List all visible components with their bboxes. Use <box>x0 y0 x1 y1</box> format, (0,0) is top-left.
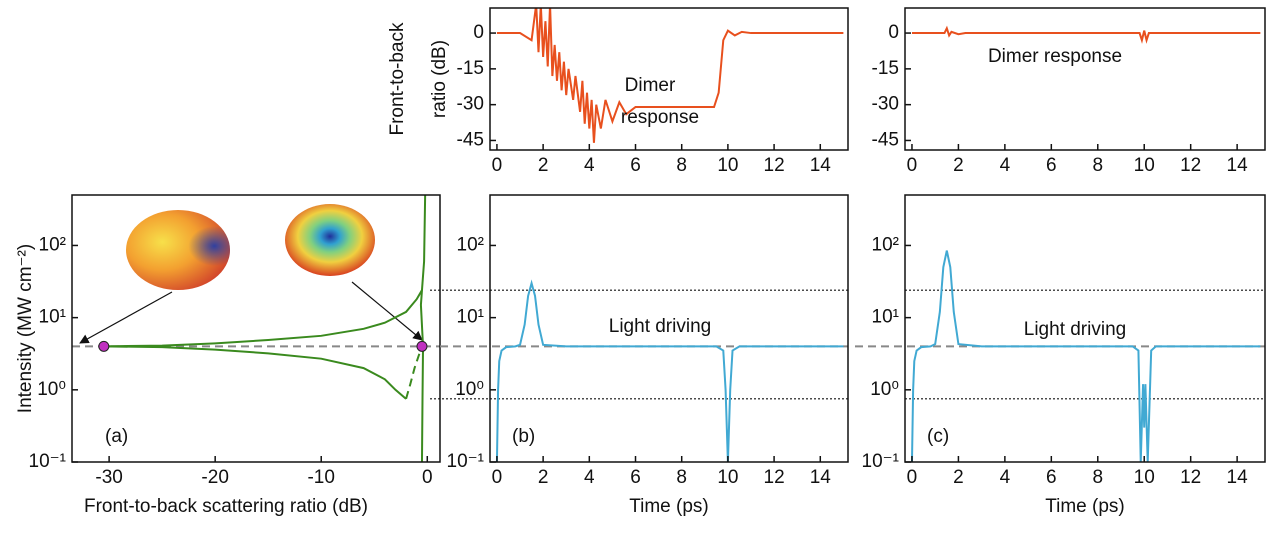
data-line <box>910 250 1261 462</box>
data-line <box>405 346 423 400</box>
panel-label: (c) <box>927 426 949 447</box>
x-tick-label: -30 <box>95 467 122 488</box>
data-line <box>419 195 427 462</box>
annotation: Dimer <box>625 75 676 96</box>
x-tick-label: 10 <box>1134 467 1155 488</box>
annotation: Light driving <box>1024 319 1126 340</box>
axes-frame <box>489 194 849 463</box>
y-tick-label: 10² <box>457 234 484 255</box>
y-tick-label: 10² <box>39 234 66 255</box>
inset-right <box>285 204 375 276</box>
x-tick-label: 0 <box>492 467 503 488</box>
data-line <box>496 8 844 143</box>
x-tick-label: 8 <box>676 155 687 176</box>
panel-label: (b) <box>512 426 535 447</box>
x-tick-label: 2 <box>953 467 964 488</box>
y-tick-label: -30 <box>872 94 899 115</box>
y-tick-label: 10⁰ <box>455 379 484 400</box>
y-tick-label: 10⁻¹ <box>29 451 67 472</box>
x-axis-label: Front-to-back scattering ratio (dB) <box>84 496 368 517</box>
x-tick-label: -10 <box>307 467 334 488</box>
x-tick-label: 12 <box>1180 467 1201 488</box>
data-line <box>495 279 844 462</box>
x-tick-label: 6 <box>1046 467 1057 488</box>
marker-point <box>416 340 428 352</box>
y-tick-label: -15 <box>872 58 899 79</box>
data-line <box>103 289 423 348</box>
x-tick-label: 10 <box>717 467 738 488</box>
x-tick-label: 14 <box>1227 467 1249 488</box>
x-tick-label: -20 <box>201 467 228 488</box>
x-tick-label: 8 <box>1092 467 1103 488</box>
x-tick-label: 10 <box>717 155 738 176</box>
arrow <box>351 281 423 341</box>
x-axis-label: Time (ps) <box>1045 496 1125 517</box>
x-tick-label: 6 <box>630 155 641 176</box>
x-tick-label: 8 <box>676 467 687 488</box>
y-tick-label: 0 <box>473 22 484 43</box>
x-tick-label: 6 <box>630 467 641 488</box>
y-tick-label: 10⁰ <box>37 379 66 400</box>
axes-frame <box>904 194 1266 463</box>
y-tick-label: 0 <box>888 22 899 43</box>
x-tick-label: 2 <box>538 155 549 176</box>
x-tick-label: 6 <box>1046 155 1057 176</box>
x-tick-label: 10 <box>1134 155 1155 176</box>
y-tick-label: 10¹ <box>872 307 899 328</box>
arrow <box>79 291 173 344</box>
x-tick-label: 14 <box>810 155 832 176</box>
x-tick-label: 14 <box>810 467 832 488</box>
x-tick-label: 8 <box>1092 155 1103 176</box>
x-tick-label: 4 <box>584 155 595 176</box>
axes-frame <box>489 7 849 151</box>
data-line <box>911 25 1261 44</box>
x-tick-label: 2 <box>538 467 549 488</box>
y-tick-label: 10⁰ <box>870 379 899 400</box>
x-tick-label: 12 <box>764 467 785 488</box>
y-tick-label: 10⁻¹ <box>447 451 485 472</box>
y-axis-label: ratio (dB) <box>429 40 450 118</box>
axes-frame <box>904 7 1266 151</box>
x-tick-label: 0 <box>907 467 918 488</box>
y-axis-label: Front-to-back <box>387 22 408 135</box>
axes-frame <box>71 194 441 463</box>
x-tick-label: 14 <box>1227 155 1249 176</box>
y-tick-label: 10² <box>872 234 899 255</box>
y-tick-label: -30 <box>457 94 484 115</box>
data-line <box>103 345 407 400</box>
y-axis-label: Intensity (MW cm⁻²) <box>15 244 36 413</box>
x-tick-label: 2 <box>953 155 964 176</box>
x-tick-label: 12 <box>1180 155 1201 176</box>
y-tick-label: 10⁻¹ <box>862 451 900 472</box>
x-tick-label: 4 <box>1000 155 1011 176</box>
y-tick-label: -15 <box>457 58 484 79</box>
inset-left <box>126 210 230 290</box>
x-tick-label: 4 <box>584 467 595 488</box>
y-tick-label: 10¹ <box>39 307 66 328</box>
x-tick-label: 0 <box>492 155 503 176</box>
y-tick-label: -45 <box>872 129 899 150</box>
y-tick-label: -45 <box>457 129 484 150</box>
panel-label: (a) <box>105 426 128 447</box>
annotation: Light driving <box>609 316 711 337</box>
annotation: Dimer response <box>988 46 1122 67</box>
x-axis-label: Time (ps) <box>629 496 709 517</box>
x-tick-label: 0 <box>422 467 433 488</box>
y-tick-label: 10¹ <box>457 307 484 328</box>
x-tick-label: 4 <box>1000 467 1011 488</box>
x-tick-label: 12 <box>764 155 785 176</box>
marker-point <box>98 340 110 352</box>
annotation: response <box>621 107 699 128</box>
x-tick-label: 0 <box>907 155 918 176</box>
